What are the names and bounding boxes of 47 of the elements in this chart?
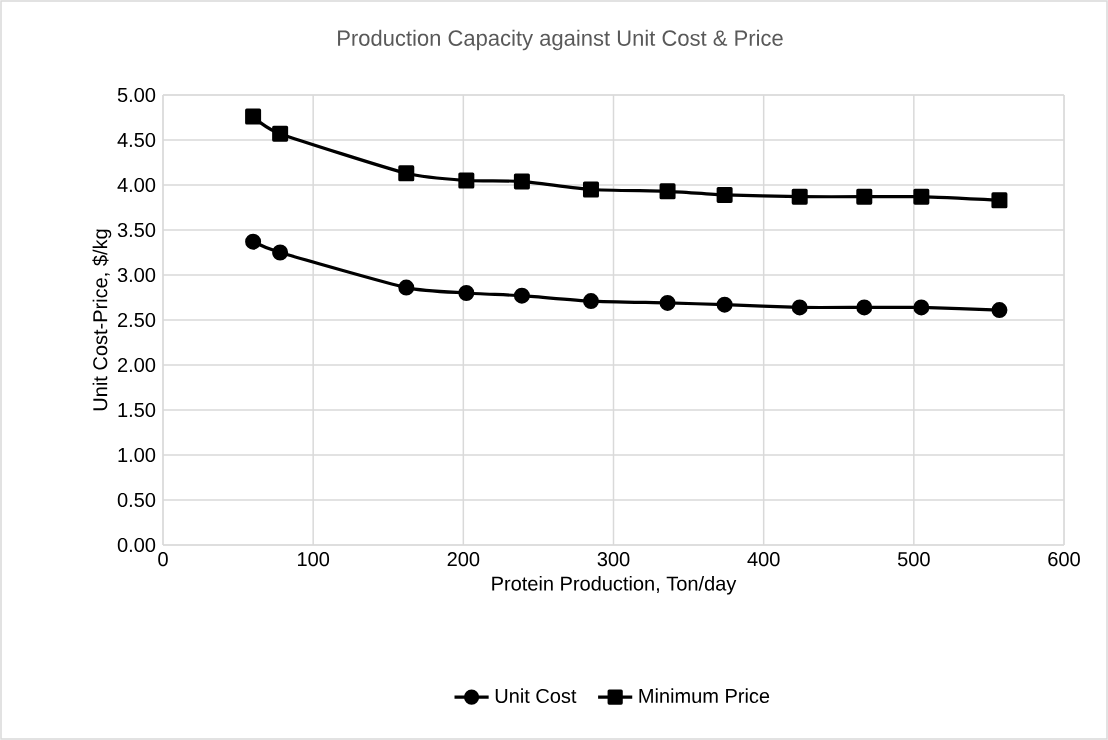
point [272,244,289,261]
x-axis-title: Protein Production, Ton/day [492,575,737,595]
y-tick-label: 2.50 [118,312,156,328]
point [398,279,415,296]
x-tick-label: 0 [158,552,168,567]
x-tick-label: 100 [298,552,330,567]
legend-label: Unit Cost [495,688,577,704]
x-tick-label: 500 [897,552,930,567]
point [513,287,530,304]
y-axis-title: Unit Cost-Price, $/kg [92,229,112,411]
point [458,172,475,189]
point [458,285,475,301]
point [791,188,808,205]
y-tick-label: 4.00 [117,177,156,193]
point [272,125,289,142]
point [856,299,873,316]
legend-label: Minimum Price [639,688,770,704]
y-tick-label: 5.00 [117,87,156,103]
point [913,299,930,316]
point [398,165,415,182]
point [913,188,930,205]
point [991,302,1008,319]
point [245,233,262,250]
point [716,186,733,203]
x-tick-label: 200 [447,552,480,567]
point [659,183,676,200]
x-tick-label: 600 [1048,552,1080,567]
point [582,181,599,198]
y-tick-label: 2.00 [118,357,156,373]
y-tick-label: 1.00 [118,447,156,463]
point [991,192,1008,209]
point [791,299,808,316]
y-tick-label: 0.00 [117,537,156,553]
x-tick-label: 400 [747,552,780,567]
y-tick-label: 3.00 [117,267,156,283]
point [513,173,530,190]
chart-title: Production Capacity against Unit Cost & Price [338,29,783,51]
point [582,293,599,310]
point [245,108,262,125]
y-tick-label: 3.50 [117,222,156,238]
y-tick-label: 1.50 [118,402,156,418]
y-tick-label: 4.50 [117,132,156,148]
point [659,294,676,311]
point [856,188,873,205]
point [716,296,733,313]
y-tick-label: 0.50 [117,492,156,508]
x-tick-label: 300 [597,552,630,567]
